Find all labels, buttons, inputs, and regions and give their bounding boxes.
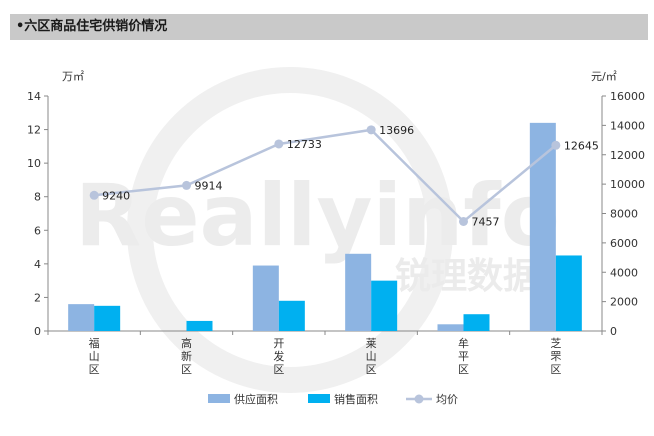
bar-supply bbox=[345, 254, 371, 331]
bar-supply bbox=[253, 266, 279, 331]
price-point bbox=[367, 125, 376, 134]
y2-tick-label: 0 bbox=[610, 325, 617, 338]
bar-supply bbox=[68, 304, 94, 331]
legend-label: 供应面积 bbox=[234, 392, 278, 406]
bar-supply bbox=[530, 123, 556, 331]
bar-sales bbox=[464, 314, 490, 331]
legend-swatch bbox=[308, 394, 330, 403]
y2-tick-label: 12000 bbox=[610, 149, 645, 162]
y2-tick-label: 8000 bbox=[610, 208, 638, 221]
x-tick-label: 开发区 bbox=[273, 337, 284, 376]
y2-tick-label: 16000 bbox=[610, 90, 645, 103]
price-data-label: 9240 bbox=[102, 189, 130, 202]
y2-tick-label: 10000 bbox=[610, 178, 645, 191]
y-tick-label: 6 bbox=[34, 224, 41, 237]
legend-item-supply: 供应面积 bbox=[208, 392, 278, 406]
price-data-label: 12645 bbox=[564, 139, 599, 152]
price-data-label: 9914 bbox=[195, 179, 223, 192]
bar-supply bbox=[438, 324, 464, 331]
x-tick-label: 莱山区 bbox=[366, 337, 377, 376]
x-tick-label: 福山区 bbox=[89, 336, 100, 376]
y2-axis-unit: 元/㎡ bbox=[591, 70, 617, 83]
legend-swatch bbox=[208, 394, 230, 403]
bar-sales bbox=[556, 255, 582, 331]
x-tick-label: 牟平区 bbox=[458, 336, 469, 376]
bar-sales bbox=[94, 306, 120, 331]
legend-label: 销售面积 bbox=[334, 392, 378, 406]
y-tick-label: 4 bbox=[34, 258, 41, 271]
x-tick-label: 芝罘区 bbox=[550, 337, 561, 376]
price-point bbox=[459, 217, 468, 226]
legend: 供应面积 销售面积 均价 bbox=[208, 392, 458, 406]
price-point bbox=[274, 139, 283, 148]
y2-tick-label: 6000 bbox=[610, 237, 638, 250]
legend-item-price: 均价 bbox=[406, 393, 458, 406]
price-data-label: 12733 bbox=[287, 138, 322, 151]
watermark-text-cn: 锐理数据 bbox=[395, 256, 539, 297]
legend-item-sales: 销售面积 bbox=[308, 392, 378, 406]
x-tick-label: 高新区 bbox=[181, 336, 192, 376]
price-point bbox=[182, 181, 191, 190]
price-point bbox=[90, 191, 99, 200]
y2-tick-label: 2000 bbox=[610, 296, 638, 309]
bar-sales bbox=[371, 281, 397, 331]
y-tick-label: 8 bbox=[34, 191, 41, 204]
price-data-label: 7457 bbox=[472, 215, 500, 228]
y-tick-label: 14 bbox=[27, 90, 41, 103]
y-axis-unit: 万㎡ bbox=[62, 70, 84, 83]
y-tick-label: 2 bbox=[34, 291, 41, 304]
bar-sales bbox=[187, 321, 213, 331]
legend-swatch-marker bbox=[415, 395, 424, 404]
bar-sales bbox=[279, 301, 305, 331]
y2-tick-label: 14000 bbox=[610, 119, 645, 132]
y-tick-label: 10 bbox=[27, 157, 41, 170]
legend-label: 均价 bbox=[436, 393, 458, 406]
watermark: Reallyinfo 锐理数据 bbox=[75, 80, 560, 380]
y-tick-label: 0 bbox=[34, 325, 41, 338]
price-point bbox=[551, 141, 560, 150]
y2-tick-label: 4000 bbox=[610, 266, 638, 279]
y-tick-label: 12 bbox=[27, 124, 41, 137]
price-data-label: 13696 bbox=[379, 124, 414, 137]
